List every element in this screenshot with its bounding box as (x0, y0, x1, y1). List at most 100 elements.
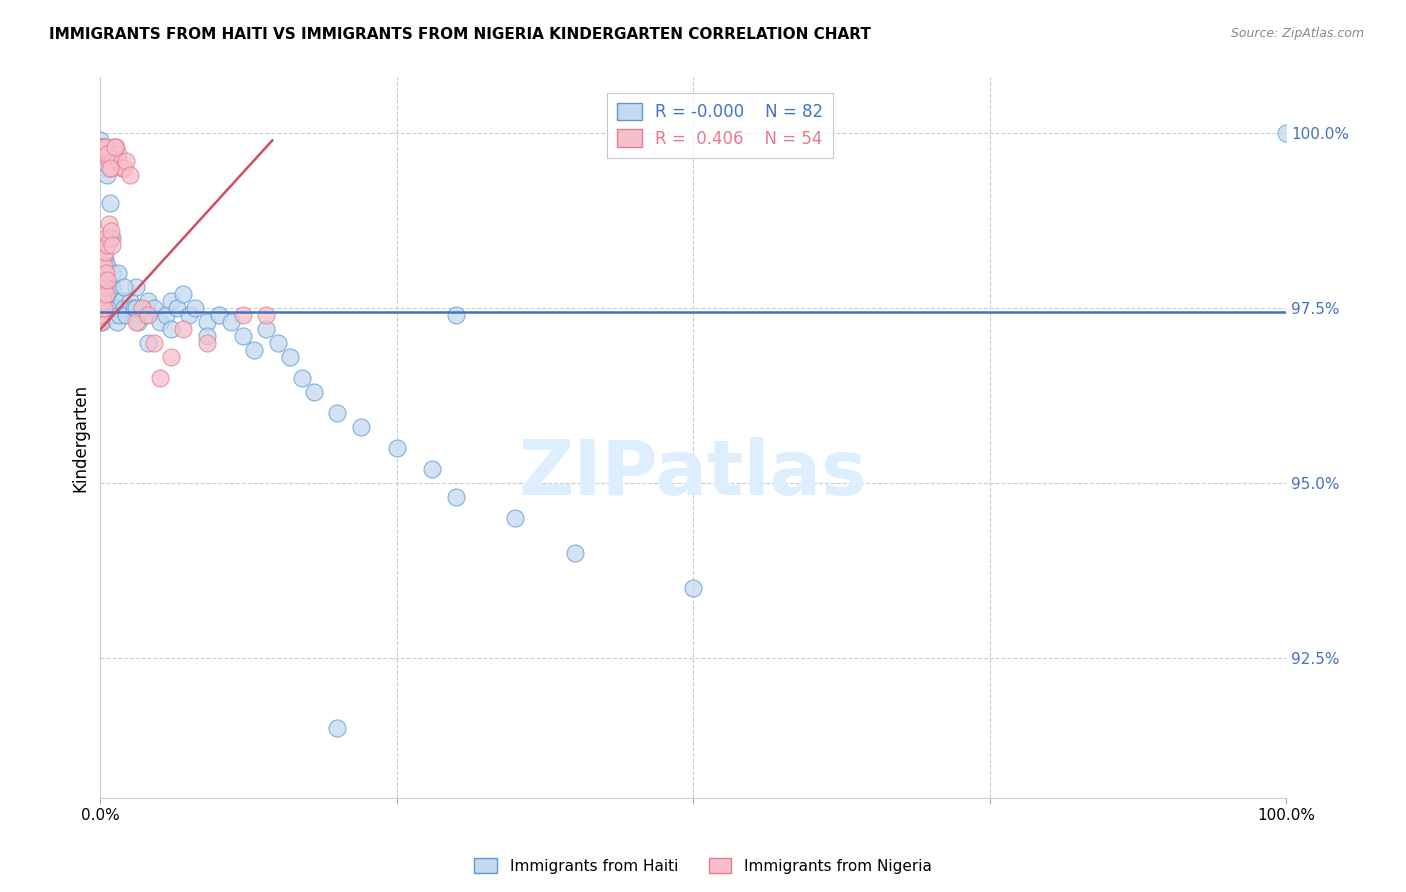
Point (111, 161, 134, 176)
Point (94, 140, 117, 154)
Point (115, 308, 138, 322)
Point (96, 147, 118, 161)
Point (96, 260, 118, 274)
Point (107, 147, 129, 161)
Point (302, 385, 325, 400)
Point (89, 140, 111, 154)
Point (91, 147, 114, 161)
Point (420, 462, 443, 476)
Point (131, 301, 153, 316)
Point (89, 308, 111, 322)
Text: Source: ZipAtlas.com: Source: ZipAtlas.com (1230, 27, 1364, 40)
Point (155, 308, 177, 322)
Point (1275, 127, 1298, 141)
Point (142, 301, 165, 316)
Point (195, 315, 218, 329)
Point (136, 308, 159, 322)
Point (96, 273, 118, 287)
Point (93, 260, 115, 274)
Point (108, 308, 131, 322)
Point (91, 140, 114, 154)
Point (131, 301, 153, 316)
Point (101, 280, 124, 294)
Point (94, 280, 117, 294)
Point (142, 336, 165, 351)
Point (94, 154, 117, 169)
Point (172, 287, 194, 301)
Point (160, 294, 183, 309)
Point (103, 147, 125, 161)
Point (243, 343, 266, 358)
Point (107, 266, 129, 280)
Point (91, 252, 114, 267)
Point (91, 266, 114, 280)
Point (90, 301, 112, 316)
Point (127, 315, 149, 329)
Point (112, 161, 135, 176)
Point (96, 301, 118, 316)
Point (232, 308, 254, 322)
Point (89, 140, 111, 154)
Point (100, 224, 122, 238)
Point (91, 287, 114, 301)
Point (184, 301, 207, 316)
Point (166, 301, 188, 316)
Point (125, 315, 148, 329)
Point (93, 140, 115, 154)
Point (118, 294, 141, 309)
Point (112, 280, 135, 294)
Point (96, 169, 118, 183)
Point (134, 308, 156, 322)
Point (291, 371, 314, 385)
Point (100, 301, 122, 316)
Point (103, 301, 125, 316)
Point (278, 351, 301, 365)
Point (105, 315, 128, 329)
Point (444, 308, 467, 322)
Point (96, 273, 118, 287)
Point (104, 294, 127, 309)
Point (179, 308, 201, 322)
Point (89, 301, 111, 316)
Y-axis label: Kindergarten: Kindergarten (72, 384, 89, 491)
Point (107, 301, 129, 316)
Point (91, 301, 114, 316)
Point (97, 154, 120, 169)
Point (89, 294, 111, 309)
Point (93, 308, 115, 322)
Point (136, 294, 159, 309)
Point (125, 301, 148, 316)
Point (94, 245, 117, 260)
Point (125, 280, 148, 294)
Point (107, 154, 129, 169)
Point (160, 322, 183, 336)
Point (93, 273, 115, 287)
Point (96, 266, 118, 280)
Point (136, 336, 159, 351)
Point (104, 140, 127, 154)
Point (89, 301, 111, 316)
Point (97, 294, 120, 309)
Legend: R = -0.000    N = 82, R =  0.406    N = 54: R = -0.000 N = 82, R = 0.406 N = 54 (606, 93, 834, 158)
Point (96, 287, 118, 301)
Point (98, 280, 121, 294)
Point (89, 294, 111, 309)
Point (98, 196, 121, 211)
Point (195, 336, 218, 351)
Point (90, 280, 112, 294)
Point (96, 231, 118, 245)
Point (91, 294, 114, 309)
Point (112, 301, 135, 316)
Point (90, 287, 112, 301)
Point (254, 308, 277, 322)
Point (160, 351, 183, 365)
Point (101, 147, 124, 161)
Point (115, 154, 138, 169)
Point (101, 238, 124, 252)
Point (118, 169, 141, 183)
Point (94, 294, 117, 309)
Point (93, 301, 115, 316)
Point (97, 218, 120, 232)
Point (98, 161, 121, 176)
Point (103, 140, 125, 154)
